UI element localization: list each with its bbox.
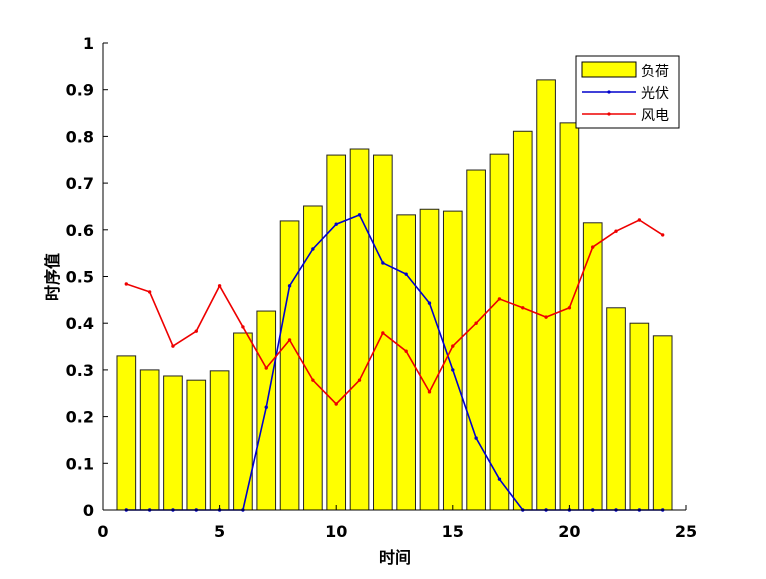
x-tick-label: 15: [442, 522, 464, 541]
legend-marker-pv: [607, 90, 611, 94]
data-point: [660, 233, 665, 237]
y-axis-label: 时序值: [43, 253, 62, 301]
bars-group: [116, 79, 673, 511]
bar: [209, 370, 230, 511]
data-point: [451, 368, 455, 372]
x-axis-label: 时间: [379, 548, 411, 567]
data-point: [614, 229, 618, 233]
data-point: [357, 213, 362, 217]
y-tick-label: 1: [83, 34, 94, 53]
data-point: [381, 331, 385, 335]
data-point: [404, 349, 408, 353]
y-tick-label: 0.1: [66, 454, 94, 473]
data-point: [264, 405, 268, 409]
data-point: [194, 329, 198, 333]
data-point: [357, 378, 362, 382]
data-point: [171, 344, 175, 348]
x-tick-label: 0: [97, 522, 108, 541]
data-point: [264, 366, 268, 370]
data-point: [474, 436, 478, 440]
bar: [303, 205, 323, 511]
bar: [279, 220, 300, 511]
data-point: [404, 272, 408, 276]
y-tick-label: 0.8: [66, 127, 94, 146]
y-tick-label: 0.7: [66, 174, 94, 193]
x-tick-label: 20: [558, 522, 580, 541]
bar: [186, 379, 207, 511]
data-point: [521, 306, 525, 310]
bar: [559, 122, 580, 511]
data-point: [311, 247, 315, 251]
bar: [652, 335, 673, 511]
data-point: [334, 222, 338, 226]
data-point: [497, 477, 502, 481]
y-tick-label: 0: [83, 501, 94, 520]
legend-label-load: 负荷: [641, 64, 669, 80]
y-tick-label: 0.3: [66, 361, 94, 380]
data-point: [567, 306, 572, 310]
data-point: [637, 218, 642, 222]
data-point: [287, 338, 292, 342]
y-tick-label: 0.9: [66, 81, 94, 100]
data-point: [544, 315, 548, 319]
bar: [466, 169, 486, 511]
y-tick-label: 0.6: [66, 221, 94, 240]
data-point: [311, 378, 315, 382]
bar: [536, 79, 556, 511]
data-point: [241, 325, 245, 329]
bar: [326, 154, 347, 511]
bar: [606, 307, 626, 511]
data-point: [497, 297, 502, 301]
data-point: [474, 321, 478, 325]
x-tick-label: 10: [325, 522, 347, 541]
x-tick-label: 5: [214, 522, 225, 541]
data-point: [147, 290, 152, 294]
series-line-1: [126, 213, 663, 511]
series-line-2: [126, 219, 664, 406]
data-point: [334, 402, 338, 406]
y-tick-label: 0.5: [66, 268, 94, 287]
data-point: [287, 284, 292, 288]
data-point: [124, 282, 129, 286]
legend-swatch-load: [581, 61, 637, 78]
data-point: [591, 245, 595, 249]
bar: [512, 130, 533, 511]
data-point: [451, 344, 455, 348]
bar: [116, 355, 137, 511]
legend-label-wind: 风电: [641, 108, 669, 124]
ticks-group: 0 5 10 15 20 25 0 0.1 0.2 0.3 0.4 0.5 0.6 0.7 0.8 0.9 1: [66, 34, 697, 541]
bar: [349, 148, 370, 511]
data-point: [217, 284, 222, 288]
data-point: [427, 301, 432, 305]
y-tick-label: 0.4: [66, 314, 94, 333]
data-point: [427, 390, 432, 394]
legend: 负荷 光伏 风电: [575, 55, 680, 129]
x-tick-label: 25: [675, 522, 697, 541]
bar: [163, 375, 183, 511]
bar: [419, 208, 440, 511]
legend-marker-wind: [607, 112, 611, 116]
data-point: [381, 261, 385, 265]
bar: [629, 322, 650, 511]
legend-label-pv: 光伏: [641, 86, 669, 102]
bar: [139, 369, 160, 511]
bar: [489, 153, 510, 511]
y-tick-label: 0.2: [66, 408, 94, 427]
